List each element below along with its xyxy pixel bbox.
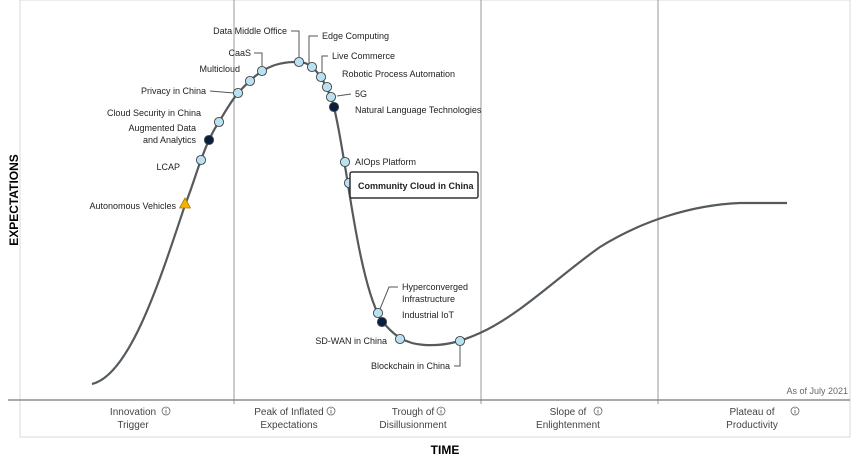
info-icon[interactable]	[593, 406, 603, 416]
triangle-marker[interactable]	[178, 197, 192, 209]
technology-label[interactable]: 5G	[355, 89, 367, 99]
technology-label[interactable]: Blockchain in China	[371, 361, 450, 371]
technology-label-line2[interactable]: and Analytics	[143, 135, 197, 145]
technology-label[interactable]: LCAP	[156, 162, 180, 172]
dark-marker[interactable]	[203, 134, 215, 146]
phase-label: Plateau of	[729, 407, 774, 418]
phase-label: Innovation	[110, 407, 156, 418]
technology-label[interactable]: Edge Computing	[322, 31, 389, 41]
info-icon[interactable]	[326, 406, 336, 416]
technology-label[interactable]: Industrial IoT	[402, 310, 455, 320]
dark-marker[interactable]	[376, 316, 388, 328]
light-marker[interactable]	[232, 87, 244, 99]
technology-label[interactable]: Community Cloud in China	[358, 181, 474, 191]
light-marker[interactable]	[372, 307, 384, 319]
light-marker[interactable]	[315, 71, 327, 83]
x-axis-label: TIME	[431, 443, 460, 457]
leader-lines	[209, 30, 461, 367]
technology-label[interactable]: CaaS	[228, 48, 251, 58]
technology-label[interactable]: Autonomous Vehicles	[89, 201, 176, 211]
chart-frame	[19, 0, 851, 438]
technology-label-line2[interactable]: Infrastructure	[402, 294, 455, 304]
technology-label[interactable]: Data Middle Office	[213, 26, 287, 36]
highlight-box	[349, 171, 479, 199]
technology-label[interactable]: Hyperconverged	[402, 282, 468, 292]
technology-label[interactable]: SD-WAN in China	[315, 336, 387, 346]
phase-label: Slope of	[550, 407, 587, 418]
technology-label[interactable]: Augmented Data	[128, 123, 196, 133]
light-marker[interactable]	[244, 75, 256, 87]
info-icon[interactable]	[436, 406, 446, 416]
light-marker[interactable]	[394, 333, 406, 345]
light-marker[interactable]	[325, 91, 337, 103]
phase-label: Disillusionment	[379, 420, 446, 431]
technology-label[interactable]: Natural Language Technologies	[355, 105, 482, 115]
technology-label[interactable]: Cloud Security in China	[107, 108, 201, 118]
light-marker[interactable]	[321, 81, 333, 93]
light-marker[interactable]	[339, 156, 351, 168]
phase-label: Peak of Inflated	[254, 407, 324, 418]
info-icon[interactable]	[161, 406, 171, 416]
phase-label: Enlightenment	[536, 420, 600, 431]
light-marker[interactable]	[213, 116, 225, 128]
as-of-date: As of July 2021	[786, 386, 848, 396]
dark-marker[interactable]	[328, 101, 340, 113]
phase-label: Trough of	[392, 407, 435, 418]
technology-label[interactable]: Privacy in China	[141, 86, 206, 96]
light-marker[interactable]	[454, 335, 466, 347]
technology-label[interactable]: Robotic Process Automation	[342, 69, 455, 79]
y-axis-label: EXPECTATIONS	[7, 154, 21, 246]
info-icon[interactable]	[790, 406, 800, 416]
technology-label[interactable]: Live Commerce	[332, 51, 395, 61]
technology-label[interactable]: Multicloud	[199, 64, 240, 74]
light-marker[interactable]	[256, 65, 268, 77]
light-marker[interactable]	[195, 154, 207, 166]
light-marker[interactable]	[293, 56, 305, 68]
phase-label: Productivity	[726, 420, 778, 431]
technology-label[interactable]: AIOps Platform	[355, 157, 416, 167]
phase-label: Expectations	[260, 420, 317, 431]
phase-label: Trigger	[117, 420, 149, 431]
light-marker[interactable]	[306, 61, 318, 73]
